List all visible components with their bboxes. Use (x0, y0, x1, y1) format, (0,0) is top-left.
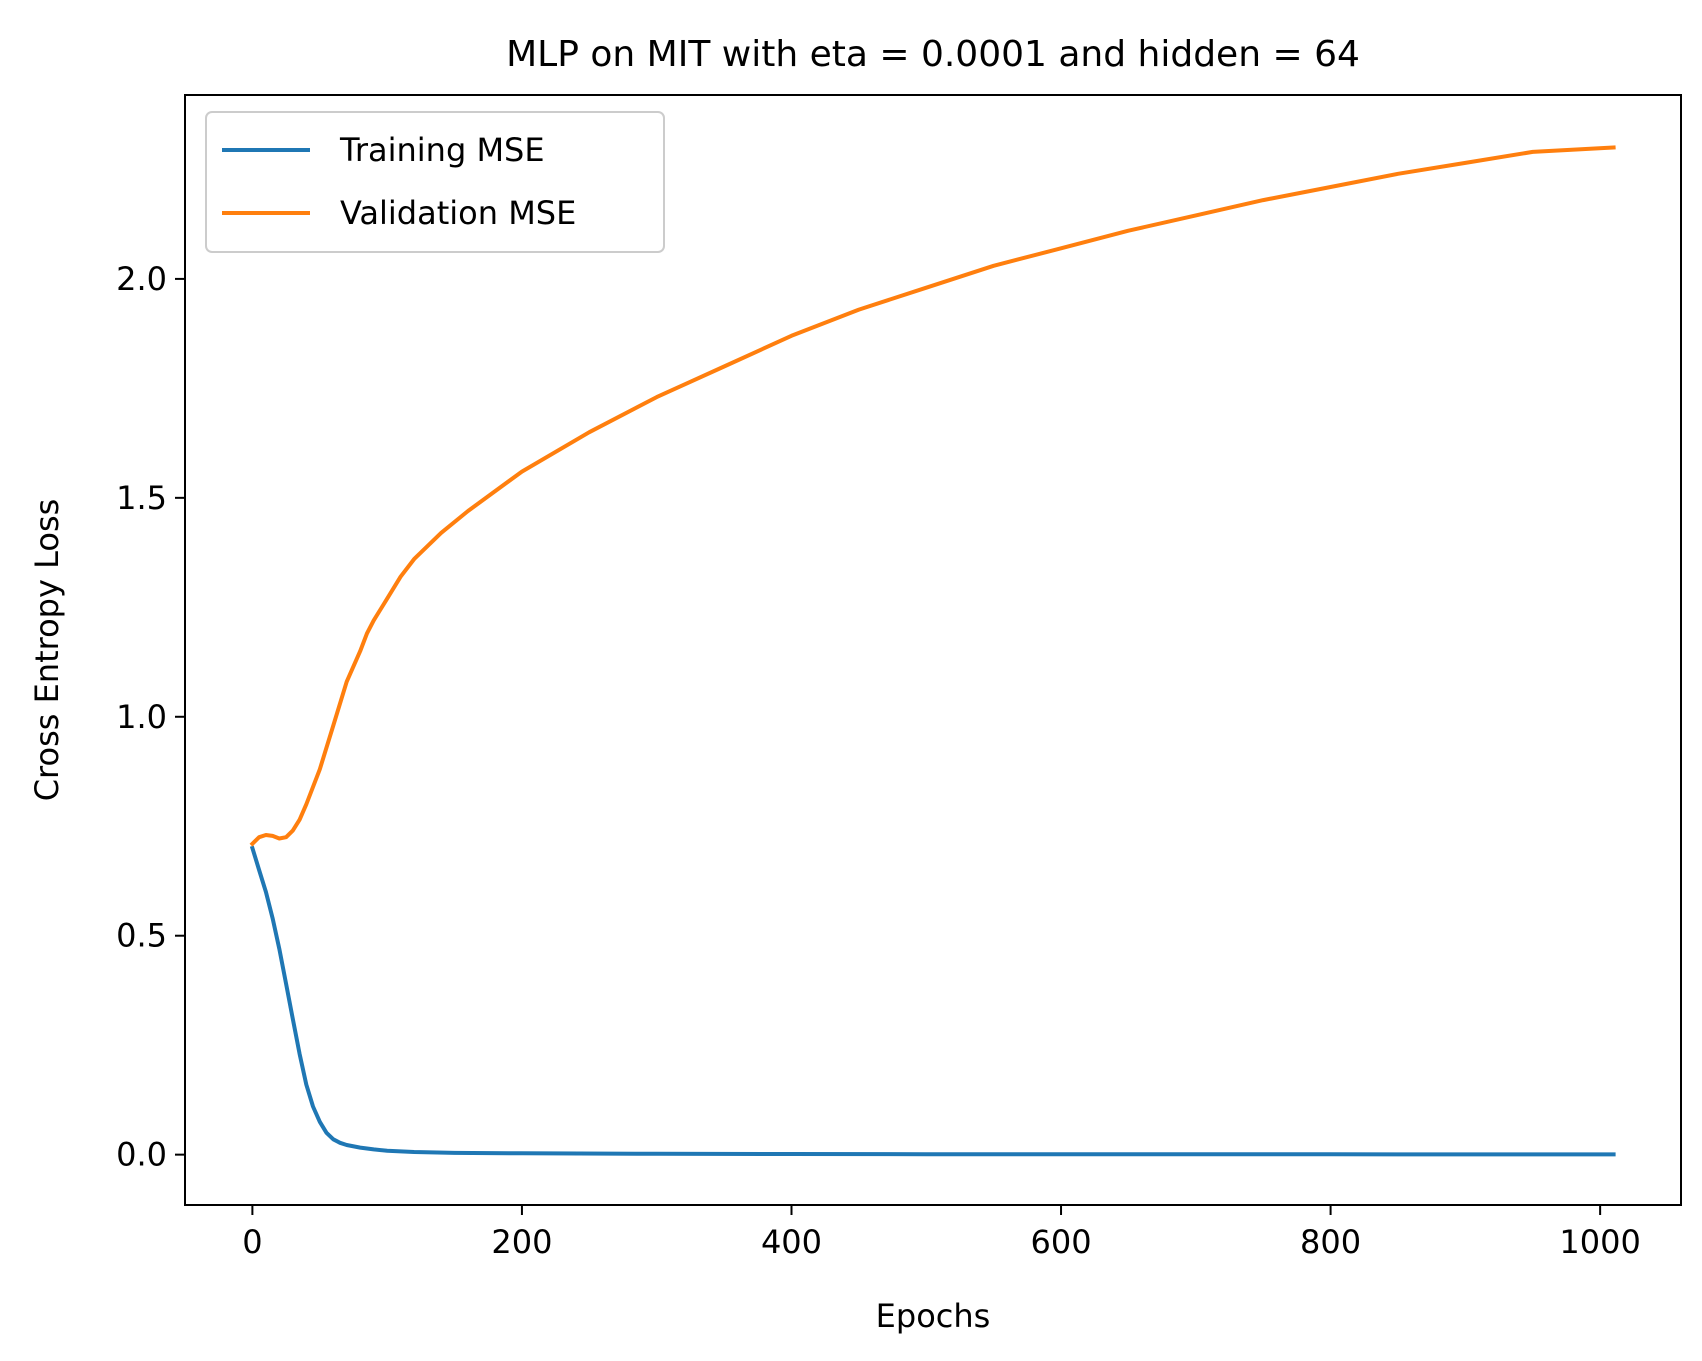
x-axis-ticks: 0 200 400 600 800 1000 (242, 1205, 1641, 1261)
y-tick-label: 0.5 (116, 917, 167, 955)
x-tick-label: 800 (1300, 1223, 1361, 1261)
legend: Training MSE Validation MSE (205, 111, 665, 253)
series-line-1 (249, 145, 1616, 847)
x-tick-label: 400 (761, 1223, 822, 1261)
y-tick-label: 2.0 (116, 260, 167, 298)
x-tick-label: 200 (491, 1223, 552, 1261)
legend-label-0: Training MSE (339, 131, 545, 169)
x-tick-label: 0 (242, 1223, 262, 1261)
y-axis-label: Cross Entropy Loss (28, 499, 66, 802)
x-tick-label: 1000 (1559, 1223, 1640, 1261)
x-tick-label: 600 (1030, 1223, 1091, 1261)
y-tick-label: 1.0 (116, 698, 167, 736)
y-tick-label: 1.5 (116, 479, 167, 517)
legend-box (205, 111, 665, 253)
series-layer (249, 145, 1616, 1157)
y-tick-label: 0.0 (116, 1136, 167, 1174)
chart-title: MLP on MIT with eta = 0.0001 and hidden … (506, 34, 1360, 75)
plot-area (185, 95, 1681, 1205)
plot-frame (184, 94, 1682, 1206)
series-line-0 (249, 845, 1616, 1157)
legend-label-1: Validation MSE (340, 194, 576, 232)
y-axis-ticks: 0.0 0.5 1.0 1.5 2.0 (116, 260, 185, 1174)
x-axis-label: Epochs (876, 1297, 991, 1335)
